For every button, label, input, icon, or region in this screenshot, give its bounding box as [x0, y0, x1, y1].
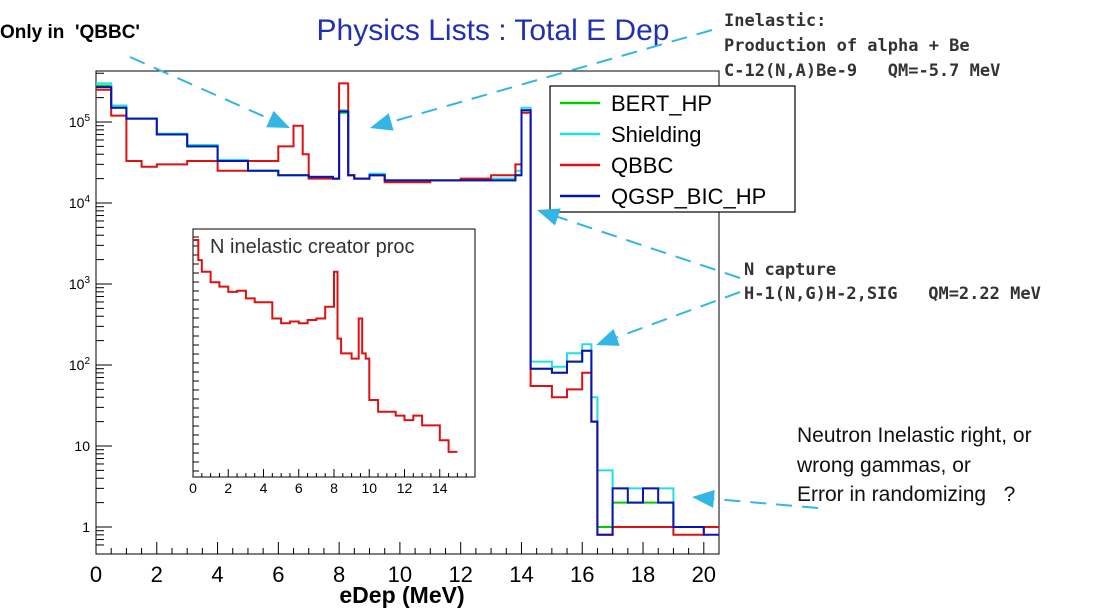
x-tick-label: 16	[570, 562, 594, 587]
legend-label: QBBC	[611, 153, 673, 178]
arrow-ncapture-lower	[596, 291, 741, 346]
annotation-inelastic-line2: Production of alpha + Be	[724, 36, 970, 56]
inset-x-tick-label: 2	[224, 480, 232, 496]
annotation-inelastic-line1: Inelastic:	[724, 11, 827, 31]
inset-plot-frame	[192, 228, 476, 478]
y-tick-label: 103	[69, 275, 91, 292]
arrow-neutron	[692, 489, 819, 509]
y-tick-label: 1	[82, 519, 90, 535]
main-plot-frame	[95, 70, 720, 555]
arrow-inelastic	[370, 29, 713, 131]
y-tick-label: 105	[69, 113, 91, 130]
legend-box	[549, 85, 796, 213]
annotation-neutron-line1: Neutron Inelastic right, or	[797, 424, 1032, 447]
x-tick-label: 6	[272, 562, 284, 587]
inset-x-tick-label: 6	[295, 480, 303, 496]
x-tick-label: 8	[333, 562, 345, 587]
arrow-qbbc-only	[129, 56, 290, 128]
inset-x-tick-label: 10	[361, 480, 377, 496]
y-tick-label: 102	[69, 356, 91, 373]
inset-series-line-qbbc	[193, 239, 458, 453]
legend-label: BERT_HP	[611, 91, 712, 116]
inset-x-tick-label: 12	[397, 480, 413, 496]
legend-label: QGSP_BIC_HP	[611, 184, 766, 209]
x-tick-label: 0	[90, 562, 102, 587]
x-tick-label: 20	[692, 562, 716, 587]
annotation-inelastic-line3: C-12(N,A)Be-9 QM=-5.7 MeV	[724, 61, 1001, 81]
inset-x-tick-label: 14	[432, 480, 448, 496]
y-tick-label: 10	[74, 438, 90, 454]
annotation-neutron-line3: Error in randomizing ?	[797, 483, 1016, 506]
chart-title: Physics Lists : Total E Dep	[317, 14, 670, 47]
inset-x-tick-label: 4	[260, 480, 268, 496]
annotation-neutron-line2: wrong gammas, or	[797, 454, 971, 477]
legend-label: Shielding	[611, 122, 702, 147]
inset-x-tick-label: 0	[189, 480, 197, 496]
x-tick-label: 14	[509, 562, 533, 587]
inset-title: N inelastic creator proc	[210, 236, 415, 258]
annotation-ncapture-line1: N capture	[744, 260, 837, 280]
arrow-ncapture-upper	[537, 208, 741, 279]
x-tick-label: 12	[448, 562, 472, 587]
series-line-qgsp-bic-hp	[96, 86, 719, 536]
x-tick-label: 2	[151, 562, 163, 587]
x-tick-label: 18	[631, 562, 655, 587]
x-tick-label: 4	[211, 562, 223, 587]
x-tick-label: 10	[388, 562, 412, 587]
legend: BERT_HP Shielding QBBC QGSP_BIC_HP	[549, 85, 796, 213]
y-tick-label: 104	[69, 194, 91, 211]
annotation-ncapture-line2: H-1(N,G)H-2,SIG QM=2.22 MeV	[744, 284, 1041, 304]
x-axis-label: eDep (MeV)	[339, 582, 464, 608]
inset-x-tick-label: 8	[330, 480, 338, 496]
annotation-qbbc-only: Only in 'QBBC'	[0, 22, 140, 43]
